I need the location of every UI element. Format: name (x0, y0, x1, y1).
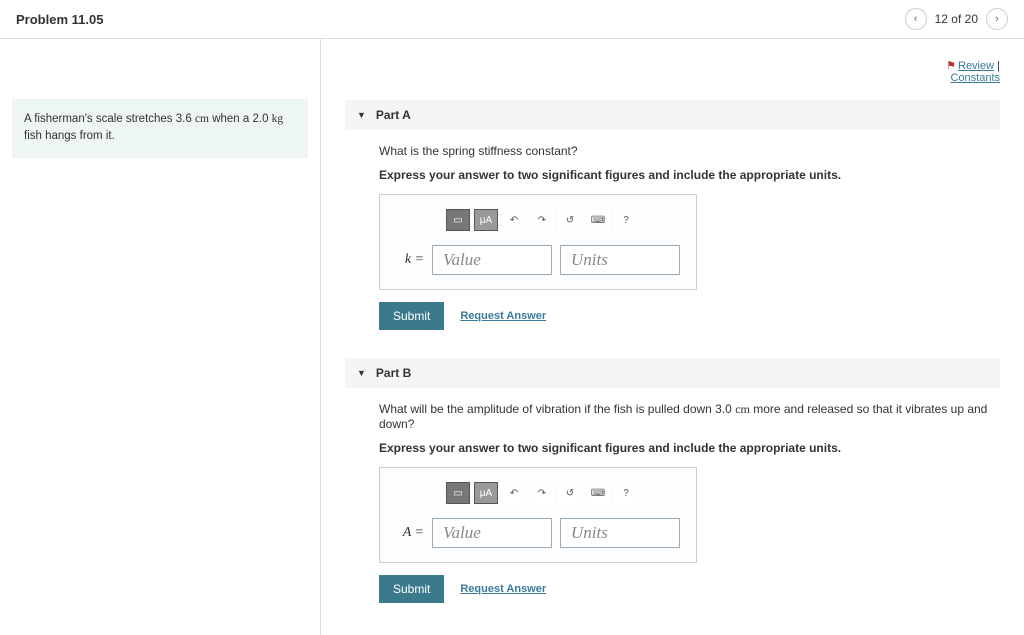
part-a-value-input[interactable]: Value (432, 245, 552, 275)
part-b-variable: A = (396, 525, 424, 541)
left-column: A fisherman's scale stretches 3.6 cm whe… (0, 39, 320, 635)
part-a-header[interactable]: ▼ Part A (345, 100, 1000, 130)
part-b-toolbar: ▭ μΑ ↶ ↷ ↺ ⌨ ? (390, 478, 686, 514)
part-a-submit-row: Submit Request Answer (379, 302, 990, 330)
redo-icon[interactable]: ↷ (530, 482, 554, 504)
part-b-q-unit: cm (735, 402, 750, 416)
part-a-variable: k = (396, 252, 424, 268)
keyboard-icon[interactable]: ⌨ (586, 482, 610, 504)
help-icon[interactable]: ? (614, 209, 638, 231)
part-a-request-answer-link[interactable]: Request Answer (460, 310, 546, 322)
problem-statement: A fisherman's scale stretches 3.6 cm whe… (12, 99, 308, 158)
part-b-instruction: Express your answer to two significant f… (379, 441, 990, 455)
keyboard-icon[interactable]: ⌨ (586, 209, 610, 231)
part-a-submit-button[interactable]: Submit (379, 302, 444, 330)
part-b-submit-button[interactable]: Submit (379, 575, 444, 603)
main-layout: A fisherman's scale stretches 3.6 cm whe… (0, 39, 1024, 635)
right-column: ⚑Review | Constants ▼ Part A What is the… (320, 39, 1024, 635)
part-a-body: What is the spring stiffness constant? E… (345, 130, 1000, 350)
part-b-q-prefix: What will be the amplitude of vibration … (379, 402, 735, 416)
redo-icon[interactable]: ↷ (530, 209, 554, 231)
problem-text-2: when a 2.0 (209, 113, 272, 125)
page-header: Problem 11.05 ‹ 12 of 20 › (0, 0, 1024, 39)
symbols-tool-icon[interactable]: μΑ (474, 209, 498, 231)
constants-link[interactable]: Constants (950, 72, 1000, 84)
flag-icon: ⚑ (946, 60, 956, 72)
part-a-title: Part A (376, 108, 411, 122)
template-tool-icon[interactable]: ▭ (446, 209, 470, 231)
part-a-answer-box: ▭ μΑ ↶ ↷ ↺ ⌨ ? k = Value Units (379, 194, 697, 290)
part-b-submit-row: Submit Request Answer (379, 575, 990, 603)
reset-icon[interactable]: ↺ (558, 482, 582, 504)
page-nav: ‹ 12 of 20 › (905, 8, 1008, 30)
part-b-value-input[interactable]: Value (432, 518, 552, 548)
undo-icon[interactable]: ↶ (502, 209, 526, 231)
part-b-units-input[interactable]: Units (560, 518, 680, 548)
part-b-request-answer-link[interactable]: Request Answer (460, 583, 546, 595)
review-link[interactable]: Review (958, 60, 994, 72)
problem-text-3: fish hangs from it. (24, 130, 115, 142)
problem-unit-1: cm (195, 113, 209, 125)
part-a-answer-row: k = Value Units (390, 241, 686, 279)
link-separator: | (994, 60, 1000, 72)
problem-text-1: A fisherman's scale stretches 3.6 (24, 113, 195, 125)
part-a-instruction: Express your answer to two significant f… (379, 168, 990, 182)
part-a-question: What is the spring stiffness constant? (379, 144, 990, 158)
template-tool-icon[interactable]: ▭ (446, 482, 470, 504)
caret-down-icon: ▼ (357, 110, 366, 120)
prev-button[interactable]: ‹ (905, 8, 927, 30)
part-a-toolbar: ▭ μΑ ↶ ↷ ↺ ⌨ ? (390, 205, 686, 241)
part-b-title: Part B (376, 366, 411, 380)
help-icon[interactable]: ? (614, 482, 638, 504)
problem-unit-2: kg (272, 113, 284, 125)
part-b-answer-box: ▭ μΑ ↶ ↷ ↺ ⌨ ? A = Value Units (379, 467, 697, 563)
page-indicator: 12 of 20 (935, 12, 978, 26)
part-b-body: What will be the amplitude of vibration … (345, 388, 1000, 623)
undo-icon[interactable]: ↶ (502, 482, 526, 504)
caret-down-icon: ▼ (357, 368, 366, 378)
top-links: ⚑Review | Constants (345, 51, 1000, 92)
symbols-tool-icon[interactable]: μΑ (474, 482, 498, 504)
problem-title: Problem 11.05 (16, 12, 103, 27)
part-b-question: What will be the amplitude of vibration … (379, 402, 990, 431)
part-a-units-input[interactable]: Units (560, 245, 680, 275)
next-button[interactable]: › (986, 8, 1008, 30)
part-b-header[interactable]: ▼ Part B (345, 358, 1000, 388)
reset-icon[interactable]: ↺ (558, 209, 582, 231)
part-b-answer-row: A = Value Units (390, 514, 686, 552)
